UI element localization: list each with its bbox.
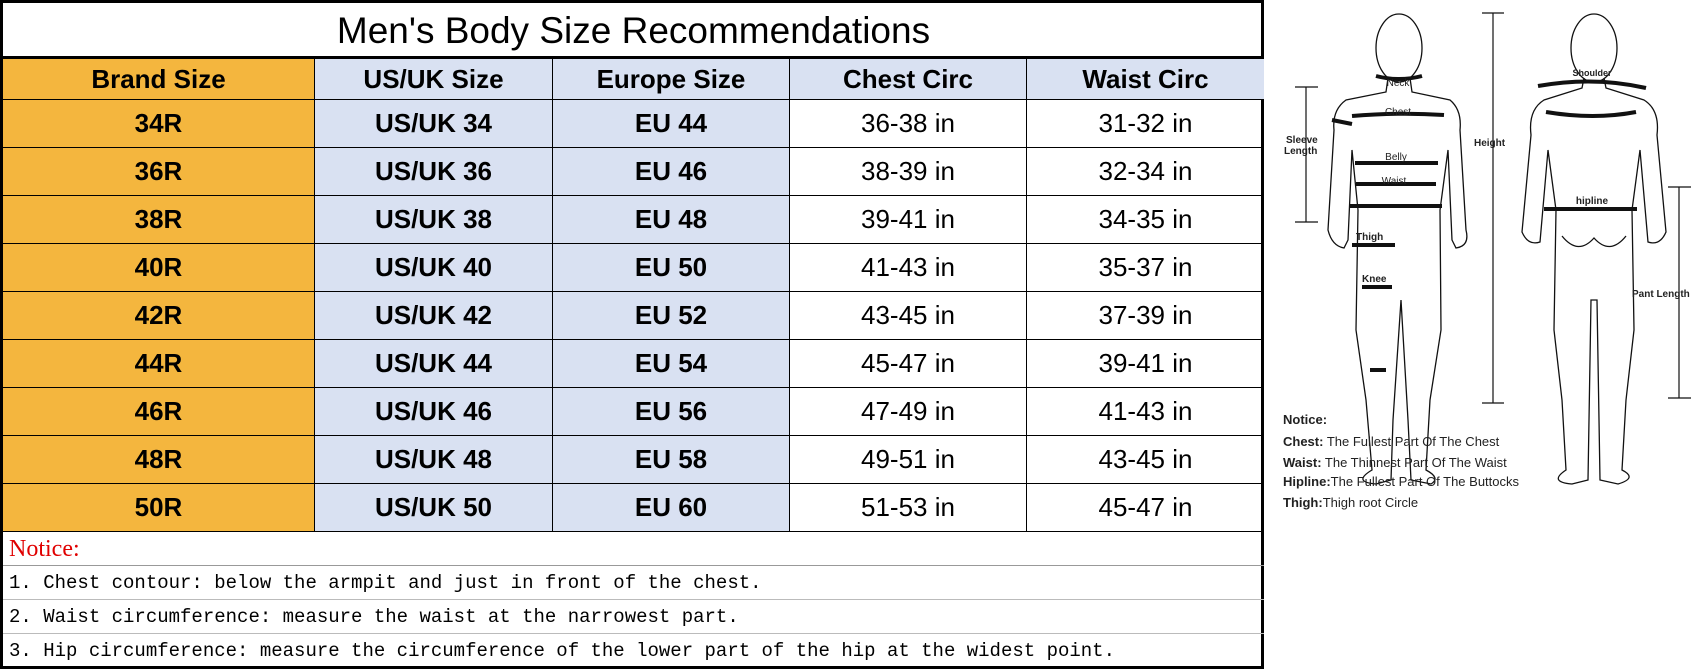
cell-brand-size: 34R: [3, 100, 315, 148]
cell-us-uk-size: US/UK 44: [315, 340, 553, 388]
sleeve-label: Sleeve: [1286, 135, 1318, 146]
cell-brand-size: 48R: [3, 436, 315, 484]
notice-section: Notice: 1. Chest contour: below the armp…: [3, 532, 1264, 668]
cell-waist-circ: 32-34 in: [1027, 148, 1264, 196]
size-table: Men's Body Size Recommendations Brand Si…: [0, 0, 1264, 669]
cell-europe-size: EU 50: [553, 244, 790, 292]
figure-note-chest: Chest: The Fullest Part Of The Chest: [1283, 434, 1500, 449]
cell-brand-size: 44R: [3, 340, 315, 388]
figure-note-thigh: Thigh:Thigh root Circle: [1283, 495, 1419, 510]
notice-line: 2. Waist circumference: measure the wais…: [3, 600, 1264, 634]
header-brand-size: Brand Size: [3, 59, 315, 100]
waist-label: Waist: [1382, 176, 1407, 187]
figure-note-hipline: Hipline:The Fullest Part Of The Buttocks: [1283, 474, 1520, 489]
dimension-lines: [1295, 12, 1691, 404]
cell-europe-size: EU 44: [553, 100, 790, 148]
header-chest-circ: Chest Circ: [790, 59, 1027, 100]
cell-europe-size: EU 56: [553, 388, 790, 436]
table-title: Men's Body Size Recommendations: [3, 3, 1264, 59]
cell-europe-size: EU 58: [553, 436, 790, 484]
measure-lines: [1331, 74, 1647, 372]
cell-chest-circ: 49-51 in: [790, 436, 1027, 484]
cell-chest-circ: 36-38 in: [790, 100, 1027, 148]
cell-us-uk-size: US/UK 38: [315, 196, 553, 244]
cell-waist-circ: 41-43 in: [1027, 388, 1264, 436]
thigh-label: Thigh: [1356, 232, 1383, 243]
cell-chest-circ: 43-45 in: [790, 292, 1027, 340]
height-label: Height: [1474, 138, 1506, 149]
cell-brand-size: 38R: [3, 196, 315, 244]
cell-brand-size: 42R: [3, 292, 315, 340]
figure-note-waist: Waist: The Thinnest Part Of The Waist: [1283, 455, 1507, 470]
cell-waist-circ: 45-47 in: [1027, 484, 1264, 532]
cell-brand-size: 46R: [3, 388, 315, 436]
hipline-label: hipline: [1576, 196, 1609, 207]
cell-europe-size: EU 54: [553, 340, 790, 388]
header-waist-circ: Waist Circ: [1027, 59, 1264, 100]
pant-length-label: Pant Length: [1632, 289, 1690, 300]
cell-us-uk-size: US/UK 34: [315, 100, 553, 148]
cell-brand-size: 50R: [3, 484, 315, 532]
front-body-outline: [1327, 13, 1468, 485]
cell-europe-size: EU 60: [553, 484, 790, 532]
length-label: Length: [1284, 146, 1317, 157]
cell-brand-size: 40R: [3, 244, 315, 292]
cell-us-uk-size: US/UK 36: [315, 148, 553, 196]
cell-us-uk-size: US/UK 40: [315, 244, 553, 292]
body-diagram: Neck Chest Belly Waist Thigh Knee Sleeve…: [1284, 12, 1691, 485]
cell-chest-circ: 41-43 in: [790, 244, 1027, 292]
cell-chest-circ: 51-53 in: [790, 484, 1027, 532]
figure-notice-title: Notice:: [1283, 412, 1328, 427]
cell-us-uk-size: US/UK 48: [315, 436, 553, 484]
notice-line: 3. Hip circumference: measure the circum…: [9, 640, 1115, 662]
cell-us-uk-size: US/UK 46: [315, 388, 553, 436]
cell-chest-circ: 38-39 in: [790, 148, 1027, 196]
knee-label: Knee: [1362, 274, 1387, 285]
header-us-uk-size: US/UK Size: [315, 59, 553, 100]
chest-label: Chest: [1385, 107, 1411, 118]
cell-us-uk-size: US/UK 42: [315, 292, 553, 340]
cell-europe-size: EU 48: [553, 196, 790, 244]
cell-europe-size: EU 46: [553, 148, 790, 196]
cell-waist-circ: 34-35 in: [1027, 196, 1264, 244]
cell-waist-circ: 39-41 in: [1027, 340, 1264, 388]
cell-waist-circ: 37-39 in: [1027, 292, 1264, 340]
cell-waist-circ: 43-45 in: [1027, 436, 1264, 484]
cell-europe-size: EU 52: [553, 292, 790, 340]
cell-chest-circ: 39-41 in: [790, 196, 1027, 244]
cell-chest-circ: 47-49 in: [790, 388, 1027, 436]
cell-waist-circ: 35-37 in: [1027, 244, 1264, 292]
body-measurement-figure: Neck Chest Belly Waist Thigh Knee Sleeve…: [1266, 0, 1697, 669]
notice-label: Notice:: [3, 532, 1264, 566]
cell-waist-circ: 31-32 in: [1027, 100, 1264, 148]
shoulder-label: Shoulder: [1572, 68, 1611, 78]
notice-line: 1. Chest contour: below the armpit and j…: [3, 566, 1264, 600]
cell-brand-size: 36R: [3, 148, 315, 196]
neck-label: Neck: [1387, 78, 1411, 89]
cell-chest-circ: 45-47 in: [790, 340, 1027, 388]
size-grid: Brand Size US/UK Size Europe Size Chest Cir…: [3, 59, 1264, 532]
cell-us-uk-size: US/UK 50: [315, 484, 553, 532]
header-europe-size: Europe Size: [553, 59, 790, 100]
belly-label: Belly: [1385, 152, 1407, 163]
